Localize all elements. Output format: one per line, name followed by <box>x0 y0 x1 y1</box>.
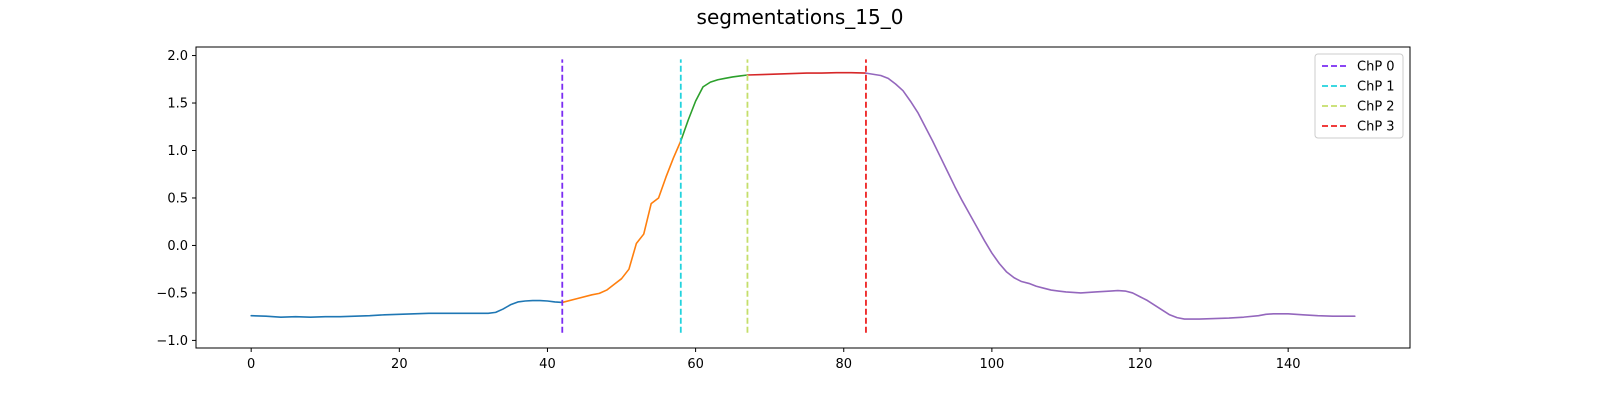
x-tick-label-4: 80 <box>835 357 852 372</box>
y-axis: −1.0 −0.5 0.0 0.5 1.0 1.5 2.0 <box>156 49 196 349</box>
x-tick-label-1: 20 <box>391 357 408 372</box>
legend-label-0: ChP 0 <box>1357 60 1395 75</box>
x-tick-label-3: 60 <box>687 357 704 372</box>
y-tick-label-3: 0.5 <box>167 191 188 206</box>
x-tick-label-6: 120 <box>1128 357 1153 372</box>
y-tick-label-1: −0.5 <box>156 286 188 301</box>
legend-label-1: ChP 1 <box>1357 80 1395 95</box>
legend: ChP 0 ChP 1 ChP 2 ChP 3 <box>1314 53 1404 139</box>
y-tick-label-4: 1.0 <box>167 144 188 159</box>
x-tick-label-2: 40 <box>539 357 556 372</box>
legend-label-3: ChP 3 <box>1357 120 1395 135</box>
legend-label-2: ChP 2 <box>1357 100 1395 115</box>
axes-frame <box>195 46 1411 349</box>
series-line-4 <box>865 72 1356 320</box>
x-tick-label-7: 140 <box>1276 357 1301 372</box>
chart-title: segmentations_15_0 <box>697 5 904 29</box>
series-line-1 <box>561 140 682 304</box>
legend-box <box>1314 53 1404 139</box>
y-tick-label-6: 2.0 <box>167 49 188 64</box>
x-axis: 0 20 40 60 80 100 120 140 <box>247 348 1301 372</box>
x-tick-label-5: 100 <box>979 357 1004 372</box>
plot-area <box>195 46 1411 349</box>
y-tick-label-5: 1.5 <box>167 97 188 112</box>
series-line-3 <box>746 71 867 76</box>
series-line-0 <box>250 299 564 318</box>
y-tick-label-2: 0.0 <box>167 239 188 254</box>
series-line-2 <box>679 74 749 142</box>
x-tick-label-0: 0 <box>247 357 255 372</box>
y-tick-label-0: −1.0 <box>156 334 188 349</box>
